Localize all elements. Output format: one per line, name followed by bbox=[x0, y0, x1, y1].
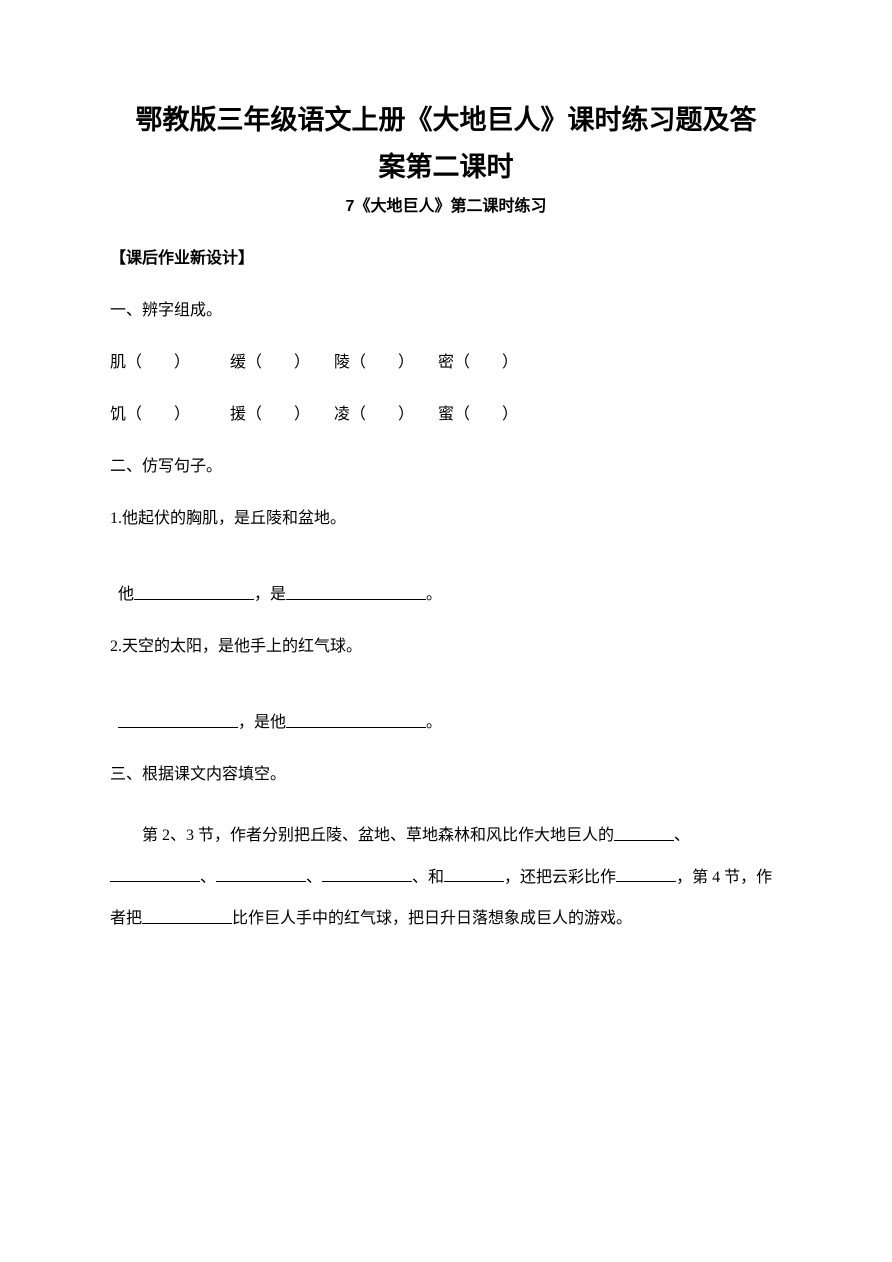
fill-blank bbox=[216, 866, 306, 882]
text-fragment: 、 bbox=[306, 869, 322, 886]
text-fragment: 比作巨人手中的红气球，把日升日落想象成巨人的游戏。 bbox=[232, 910, 632, 927]
fill-blank bbox=[118, 712, 238, 728]
fill-blank bbox=[110, 866, 200, 882]
question-1-row-2: 饥（ ） 援（ ） 凌（ ） 蜜（ ） bbox=[110, 403, 782, 427]
fill-blank bbox=[286, 584, 426, 600]
fill-blank bbox=[142, 908, 232, 924]
text-mid: ，是他 bbox=[238, 714, 286, 731]
question-2-item-2-blank: ，是他 。 bbox=[110, 687, 782, 735]
question-2-item-1-sentence: 1.他起伏的胸肌，是丘陵和盆地。 bbox=[110, 507, 782, 531]
text-fragment: 、 bbox=[200, 869, 216, 886]
document-subtitle: 7《大地巨人》第二课时练习 bbox=[110, 195, 782, 219]
text-fragment: ，还把云彩比作 bbox=[504, 869, 616, 886]
text-fragment: 第 2、3 节，作者分别把丘陵、盆地、草地森林和风比作大地巨人的 bbox=[142, 827, 614, 844]
text-prefix: 他 bbox=[118, 586, 134, 603]
question-2-item-2-sentence: 2.天空的太阳，是他手上的红气球。 bbox=[110, 635, 782, 659]
text-fragment: 、 bbox=[674, 827, 690, 844]
fill-blank bbox=[322, 866, 412, 882]
document-title-line2: 案第二课时 bbox=[110, 147, 782, 188]
text-suffix: 。 bbox=[426, 714, 442, 731]
fill-blank bbox=[286, 712, 426, 728]
question-3-heading: 三、根据课文内容填空。 bbox=[110, 763, 782, 787]
fill-blank bbox=[444, 866, 504, 882]
section-header: 【课后作业新设计】 bbox=[110, 247, 782, 271]
text-mid: ，是 bbox=[254, 586, 286, 603]
fill-blank bbox=[614, 825, 674, 841]
question-2-heading: 二、仿写句子。 bbox=[110, 455, 782, 479]
question-1-row-1: 肌（ ） 缓（ ） 陵（ ） 密（ ） bbox=[110, 351, 782, 375]
fill-blank bbox=[134, 584, 254, 600]
text-suffix: 。 bbox=[426, 586, 442, 603]
question-3-paragraph: 第 2、3 节，作者分别把丘陵、盆地、草地森林和风比作大地巨人的、 、、、和，还… bbox=[110, 815, 782, 940]
text-fragment: 、和 bbox=[412, 869, 444, 886]
question-1-heading: 一、辨字组成。 bbox=[110, 299, 782, 323]
document-title-line1: 鄂教版三年级语文上册《大地巨人》课时练习题及答 bbox=[110, 100, 782, 141]
question-2-item-1-blank: 他 ，是 。 bbox=[110, 559, 782, 607]
fill-blank bbox=[616, 866, 676, 882]
